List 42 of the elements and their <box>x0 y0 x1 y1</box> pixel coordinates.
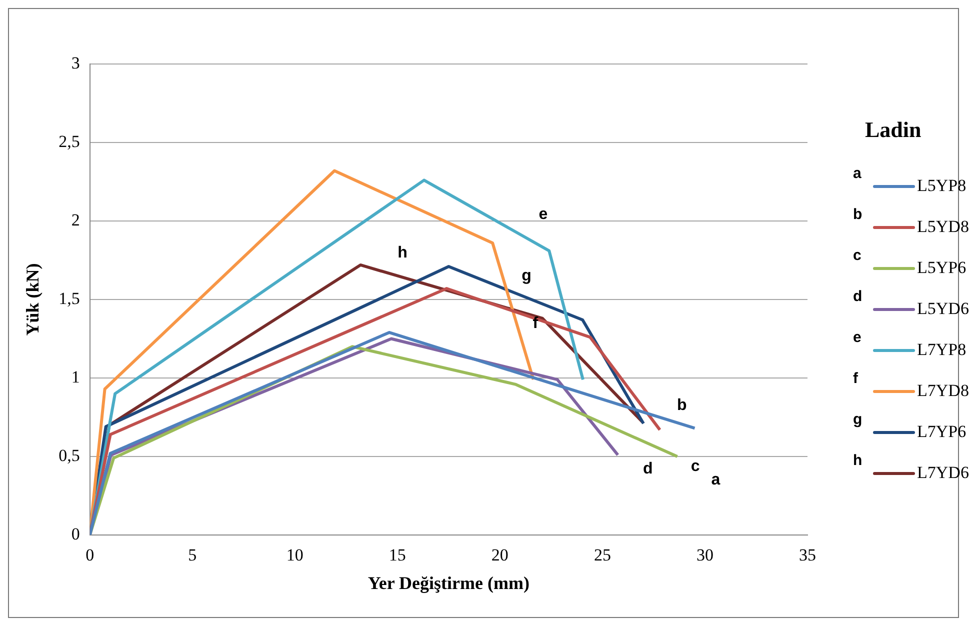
legend-label: L5YP8 <box>917 176 966 196</box>
x-tick-label: 20 <box>491 546 508 565</box>
y-tick-label: 0 <box>71 524 80 544</box>
text: c <box>853 247 862 264</box>
annotation: c <box>690 458 700 475</box>
x-tick-label: 15 <box>388 546 406 565</box>
text: a <box>853 165 862 182</box>
x-tick-label: 10 <box>286 546 304 565</box>
annotation: d <box>642 460 653 478</box>
y-tick-label: 1,5 <box>58 288 80 308</box>
legend-label: L5YD8 <box>917 217 969 237</box>
legend-label: L7YP8 <box>917 340 966 360</box>
annotation: b <box>676 397 687 414</box>
legend-label: L5YD6 <box>917 299 969 319</box>
x-axis-title: Yer Değiştirme (mm) <box>368 572 530 593</box>
text: h <box>853 452 862 469</box>
x-tick-label: 5 <box>188 546 197 565</box>
legend-label: L7YD6 <box>917 463 969 483</box>
annotation: g <box>522 267 532 284</box>
legend-label: L7YD8 <box>917 381 969 401</box>
text: d <box>853 288 862 305</box>
text: g <box>853 411 862 428</box>
annotation: f <box>532 314 539 332</box>
x-tick-label: 30 <box>696 546 714 565</box>
y-tick-label: 3 <box>71 53 80 72</box>
legend-label: L5YP6 <box>917 258 966 278</box>
annotation: e <box>538 206 548 224</box>
annotation: a <box>711 472 720 489</box>
text: b <box>853 206 862 223</box>
legend-title: Ladin <box>865 117 922 143</box>
y-tick-label: 2,5 <box>58 132 80 151</box>
annotation: h <box>398 244 408 262</box>
y-tick-label: 2 <box>71 210 80 230</box>
x-tick-label: 35 <box>799 546 816 565</box>
y-axis-title: Yük (kN) <box>22 263 42 336</box>
y-tick-label: 0,5 <box>58 446 80 465</box>
y-tick-label: 1 <box>71 367 80 386</box>
x-tick-label: 0 <box>86 546 94 565</box>
text: e <box>853 329 862 346</box>
x-tick-label: 25 <box>594 546 611 565</box>
text: f <box>853 370 858 387</box>
legend-label: L7YP6 <box>917 422 966 442</box>
